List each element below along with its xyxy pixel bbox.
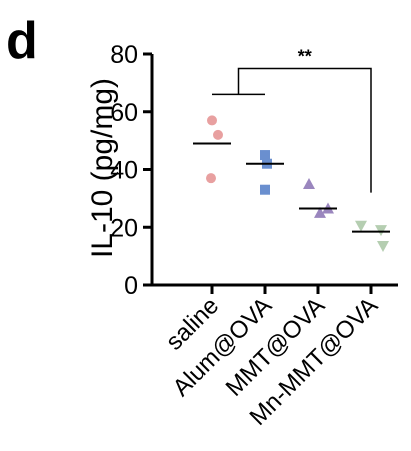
data-point — [355, 220, 367, 232]
panel-letter: d — [6, 12, 38, 70]
data-point — [314, 206, 326, 218]
data-point — [213, 129, 223, 140]
significance-label: ** — [298, 46, 312, 66]
data-point — [260, 184, 270, 195]
data-point — [206, 173, 216, 184]
axes: 0 20 40 60 80 — [110, 41, 398, 300]
data-point — [377, 241, 389, 253]
y-axis-label: IL-10 (pg/mg) — [86, 78, 119, 258]
y-tick-label: 80 — [110, 41, 138, 69]
data-point — [207, 115, 217, 126]
y-tick-label: 60 — [110, 99, 138, 127]
significance-annotation: ** — [212, 46, 372, 193]
y-tick-label: 40 — [110, 157, 138, 185]
bracket-line — [237, 67, 372, 193]
y-tick-label: 0 — [124, 272, 138, 300]
data-point — [260, 150, 270, 161]
data-marks — [193, 115, 390, 253]
y-tick-label: 20 — [110, 214, 138, 242]
data-point — [303, 177, 315, 189]
